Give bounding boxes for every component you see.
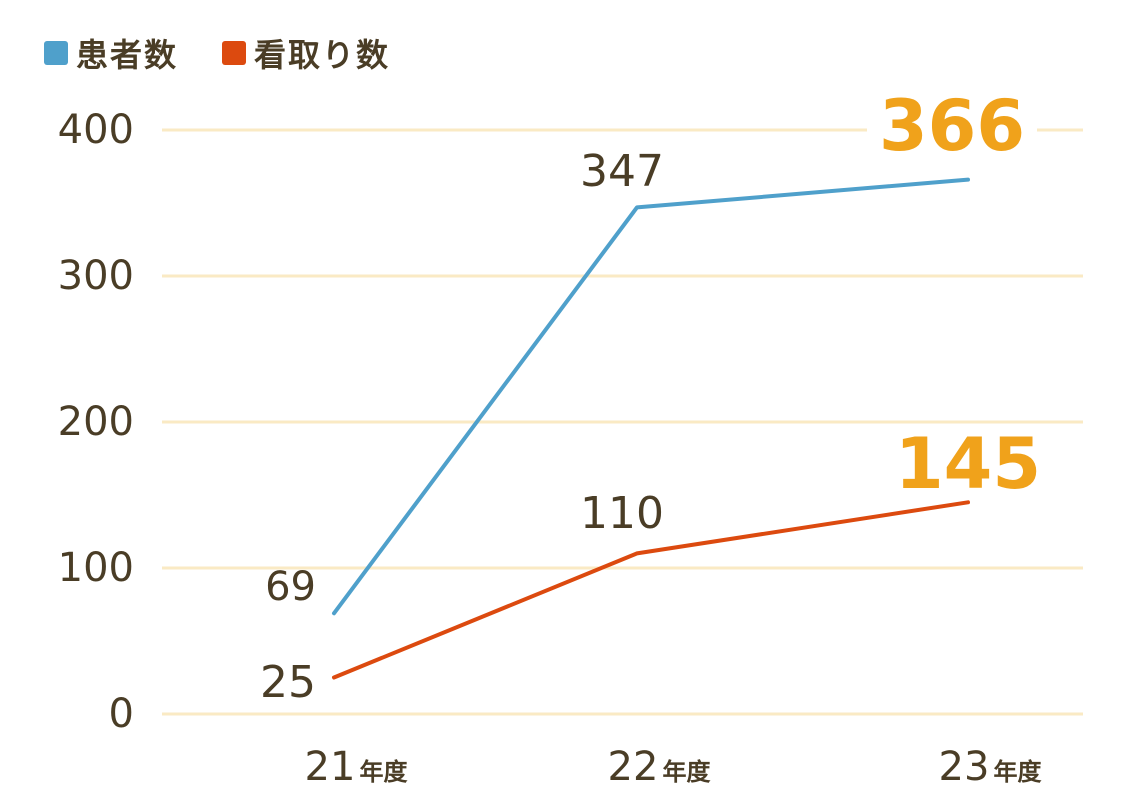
x-axis: 21 年度 22 年度 23 年度 bbox=[305, 744, 1043, 790]
legend-label-end-of-life-care: 看取り数 bbox=[254, 36, 391, 74]
y-tick-label-200: 200 bbox=[58, 399, 134, 445]
gridlines bbox=[162, 128, 1083, 716]
data-label-patients-22: 347 bbox=[580, 146, 664, 197]
label-background-patients-23 bbox=[867, 94, 1037, 158]
series-line-patients bbox=[332, 177, 970, 616]
data-label-patients-23: 366 bbox=[879, 85, 1025, 167]
y-tick-label-100: 100 bbox=[58, 545, 134, 591]
x-tick-label-22: 22 年度 bbox=[608, 744, 712, 790]
y-tick-label-0: 0 bbox=[109, 691, 134, 737]
data-labels: 69 347 366 25 110 145 bbox=[260, 85, 1053, 708]
label-background-end-of-life-care-23 bbox=[883, 432, 1053, 496]
x-tick-label-21: 21 年度 bbox=[305, 744, 409, 790]
data-label-end-of-life-care-22: 110 bbox=[580, 488, 664, 539]
data-label-patients-21: 69 bbox=[265, 564, 316, 610]
x-tick-label-23: 23 年度 bbox=[939, 744, 1043, 790]
legend-swatch-end-of-life-care bbox=[222, 41, 247, 65]
legend-item-end-of-life-care: 看取り数 bbox=[222, 30, 390, 76]
series-lines bbox=[332, 177, 970, 680]
legend-label-patients: 患者数 bbox=[76, 36, 179, 74]
data-label-end-of-life-care-23: 145 bbox=[895, 423, 1041, 505]
series-line-end-of-life-care bbox=[332, 500, 970, 680]
legend-swatch-patients bbox=[44, 41, 68, 65]
y-tick-label-300: 300 bbox=[58, 253, 134, 299]
data-label-end-of-life-care-21: 25 bbox=[260, 657, 316, 708]
y-tick-label-400: 400 bbox=[58, 107, 134, 153]
legend-item-patients: 患者数 bbox=[44, 30, 178, 76]
y-axis: 0 100 200 300 400 bbox=[58, 107, 134, 737]
legend: 患者数 看取り数 bbox=[44, 30, 434, 76]
